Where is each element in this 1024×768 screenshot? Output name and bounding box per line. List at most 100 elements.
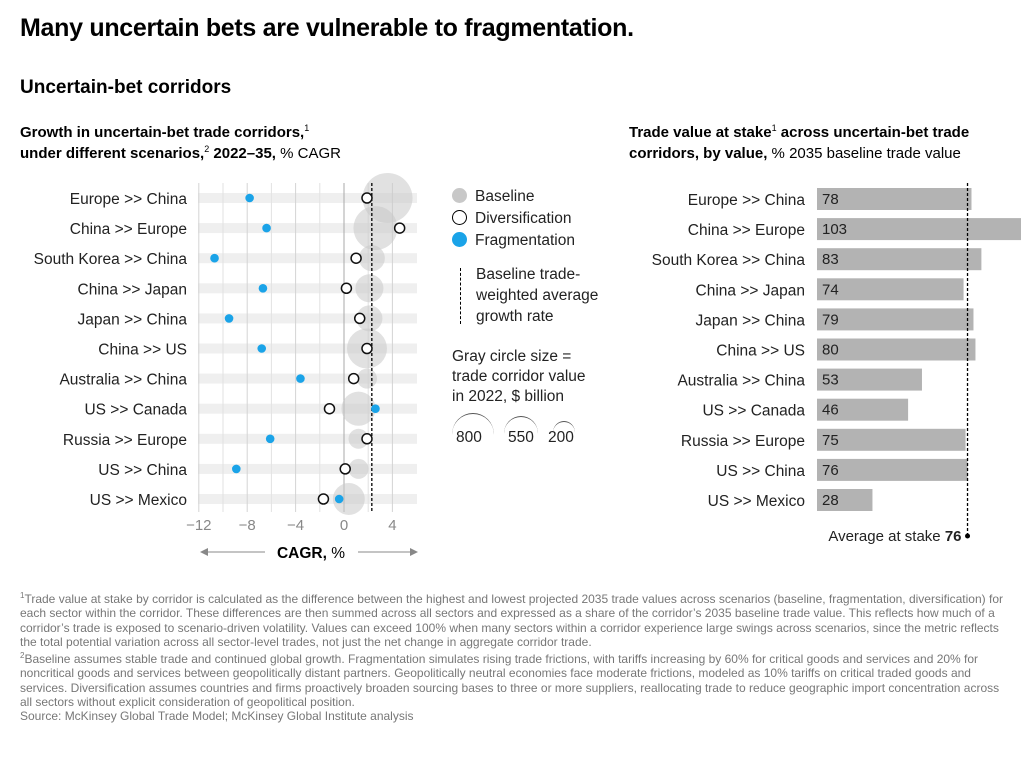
row-band <box>198 494 417 504</box>
legend: Baseline Diversification Fragmentation B… <box>452 186 598 447</box>
bar-category-label: Europe >> China <box>688 192 806 209</box>
footnote-ref <box>772 123 777 133</box>
row-label: Australia >> China <box>59 372 187 389</box>
size-arc-icon <box>553 421 575 444</box>
bar-value-label: 74 <box>822 281 839 298</box>
legend-baseline: Baseline <box>452 186 598 208</box>
baseline-bubble <box>348 458 369 479</box>
row-band <box>198 403 417 414</box>
row-label: China >> Europe <box>70 221 187 238</box>
bar-value-label: 79 <box>822 311 839 328</box>
fragmentation-point <box>232 464 241 474</box>
row-band <box>198 433 417 444</box>
bar <box>817 308 974 331</box>
fragmentation-point <box>296 374 305 383</box>
average-dot-icon <box>965 533 971 539</box>
title-part: Growth in uncertain-bet trade corridors, <box>20 124 305 141</box>
row-band <box>198 223 417 234</box>
bar <box>817 188 972 210</box>
bar <box>817 428 966 451</box>
footnotes: 1Trade value at stake by corridor is cal… <box>20 589 1010 724</box>
title-part: % 2035 baseline trade value <box>767 145 961 162</box>
baseline-swatch-icon <box>452 188 467 203</box>
arrow-right-icon <box>410 548 418 556</box>
bar <box>817 368 922 391</box>
row-label: China >> US <box>98 342 187 359</box>
bar <box>817 218 1021 241</box>
size-label: 550 <box>508 429 534 446</box>
bar-category-label: US >> Canada <box>702 403 805 420</box>
row-band <box>198 463 417 474</box>
bar-value-label: 78 <box>822 191 839 208</box>
row-band <box>198 343 417 354</box>
diversification-point <box>339 463 351 475</box>
size-arc-icon <box>452 413 494 456</box>
diversification-point <box>361 342 373 355</box>
diversification-swatch-icon <box>452 210 467 225</box>
row-band <box>198 373 417 384</box>
source: Source: McKinsey Global Trade Model; McK… <box>20 709 414 724</box>
x-axis-label: CAGR, % <box>277 545 345 562</box>
diversification-point <box>347 372 360 385</box>
row-label: US >> Mexico <box>90 492 187 509</box>
footnote-ref <box>304 123 309 133</box>
footnote-text: Baseline assumes stable trade and contin… <box>20 652 1000 710</box>
bar-value-label: 53 <box>822 372 839 389</box>
bar-value-label: 83 <box>822 251 839 268</box>
baseline-bubble <box>332 483 365 515</box>
bar <box>817 398 909 421</box>
diversification-point <box>361 433 373 445</box>
bar-value-label: 76 <box>822 462 839 479</box>
row-label: Russia >> Europe <box>63 432 187 449</box>
section-subtitle: Uncertain-bet corridors <box>20 77 232 98</box>
baseline-bubble <box>353 206 398 251</box>
left-dot-chart: Europe >> China China >> Europe South Kore… <box>34 173 418 562</box>
bar <box>817 489 873 511</box>
row-band <box>198 283 417 294</box>
fragmentation-swatch-icon <box>452 232 467 247</box>
legend-avg-line: Baseline trade- weighted average growth … <box>452 264 598 327</box>
right-bar-chart: Europe >> China 78 China >> Europe 103 South… <box>652 183 1021 545</box>
legend-fragmentation: Fragmentation <box>452 230 598 252</box>
title-part: Trade value at stake <box>629 124 772 141</box>
row-band <box>198 193 417 203</box>
title-part: across uncertain-bet trade <box>776 124 970 141</box>
diversification-point <box>340 282 353 295</box>
row-label: US >> China <box>98 462 187 479</box>
row-label: China >> Japan <box>78 281 187 298</box>
size-label: 800 <box>456 429 482 446</box>
legend-text: weighted average <box>476 287 599 304</box>
legend-text: Baseline trade- <box>476 266 581 283</box>
legend-size-note: Gray circle size = trade corridor value … <box>452 347 598 407</box>
dashed-line-icon <box>460 268 461 324</box>
fragmentation-point <box>245 193 254 203</box>
size-arc-icon <box>504 416 538 451</box>
bar-category-label: China >> Europe <box>688 222 805 239</box>
baseline-bubble <box>348 428 369 449</box>
charts-canvas: Europe >> China China >> Europe South Kore… <box>34 173 1021 562</box>
legend-text: in 2022, $ billion <box>452 388 565 405</box>
title-part: under different scenarios, <box>20 145 205 162</box>
bar-value-label: 28 <box>822 492 839 509</box>
legend-size-examples: 800 550 200 <box>452 413 598 447</box>
bar-category-label: South Korea >> China <box>652 252 806 269</box>
bar <box>817 338 976 361</box>
legend-text: trade corridor value <box>452 368 586 385</box>
fragmentation-point <box>210 253 219 263</box>
x-tick-label: −12 <box>186 517 211 534</box>
legend-text: Gray circle size = <box>452 348 572 365</box>
diversification-point <box>350 252 362 264</box>
bar-value-label: 103 <box>822 221 847 238</box>
fragmentation-point <box>258 284 268 293</box>
bar-value-label: 80 <box>822 342 839 359</box>
page-title: Many uncertain bets are vulnerable to fr… <box>20 14 634 42</box>
legend-label: Diversification <box>475 210 572 227</box>
fragmentation-point <box>371 404 380 414</box>
row-band <box>198 313 417 324</box>
bar <box>817 458 968 481</box>
size-label: 200 <box>548 429 574 446</box>
row-label: Japan >> China <box>78 311 188 328</box>
fragmentation-point <box>224 314 234 323</box>
row-label: Europe >> China <box>70 191 188 208</box>
bar-category-label: US >> Mexico <box>708 493 805 510</box>
